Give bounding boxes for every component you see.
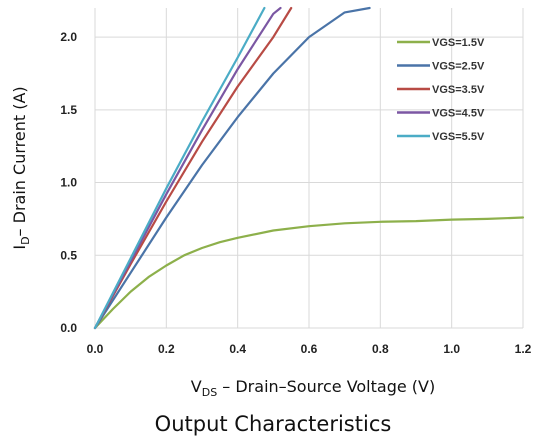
x-axis-title-symbol: V (191, 377, 202, 396)
series-line-vgs-3-5v (93, 6, 293, 330)
y-tick-labels: 0.0 0.5 1.0 1.5 2.0 (60, 30, 77, 335)
series-line-vgs-2-5v (93, 6, 371, 330)
x-axis-title-text: – Drain–Source Voltage (V) (217, 377, 435, 396)
x-tick-label: 1.2 (515, 342, 532, 356)
y-tick-label: 0.0 (60, 321, 77, 335)
series-layer (93, 6, 525, 330)
legend-entry: VGS=5.5V (432, 131, 485, 143)
y-axis-title-subscript: D (19, 236, 32, 244)
y-tick-label: 0.5 (60, 248, 77, 262)
x-axis-title-subscript: DS (202, 386, 217, 399)
legend: VGS=1.5V VGS=2.5V VGS=3.5V VGS=4.5V VGS=5.5V (397, 37, 485, 143)
y-tick-label: 1.0 (60, 176, 77, 190)
y-axis-title-text: – Drain Current (A) (10, 86, 29, 236)
x-tick-label: 0.2 (158, 342, 175, 356)
series-line-vgs-4-5v (93, 6, 282, 330)
x-tick-label: 1.0 (443, 342, 460, 356)
x-axis-title: VDS – Drain–Source Voltage (V) (191, 377, 435, 399)
series-line-vgs-1-5v (93, 216, 525, 330)
x-tick-label: 0.8 (372, 342, 389, 356)
x-tick-label: 0.0 (87, 342, 104, 356)
legend-entry: VGS=2.5V (432, 61, 485, 73)
chart-caption: Output Characteristics (155, 412, 392, 436)
grid (94, 8, 524, 329)
x-tick-label: 0.4 (229, 342, 246, 356)
y-axis-title-symbol: I (10, 245, 29, 250)
legend-entry: VGS=3.5V (432, 84, 485, 96)
y-tick-label: 2.0 (60, 30, 77, 44)
y-tick-label: 1.5 (60, 103, 77, 117)
x-tick-label: 0.6 (301, 342, 318, 356)
legend-entry: VGS=4.5V (432, 108, 485, 120)
series-line-vgs-5-5v (93, 6, 266, 330)
x-tick-labels: 0.0 0.2 0.4 0.6 0.8 1.0 1.2 (87, 342, 532, 356)
legend-entry: VGS=1.5V (432, 37, 485, 49)
y-axis-title: ID– Drain Current (A) (10, 86, 32, 249)
